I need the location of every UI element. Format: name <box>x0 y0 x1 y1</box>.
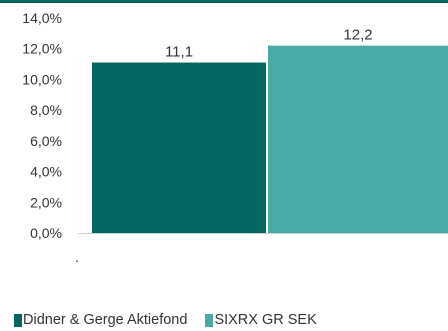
bar-series-1 <box>92 62 266 234</box>
bar-series-2 <box>268 45 448 234</box>
data-label-series-1: 11,1 <box>165 44 193 61</box>
legend: Didner & Gerge Aktiefond SIXRX GR SEK <box>14 311 335 329</box>
y-tick-label: 0,0% <box>30 225 62 241</box>
legend-label-series-1: Didner & Gerge Aktiefond <box>23 312 188 328</box>
x-tick-label: . <box>75 249 79 265</box>
y-tick-label: 12,0% <box>22 41 62 57</box>
legend-item-series-1: Didner & Gerge Aktiefond <box>14 312 187 328</box>
legend-swatch-series-2 <box>205 313 214 327</box>
top-rule <box>0 0 448 3</box>
y-tick-label: 6,0% <box>30 133 62 149</box>
data-label-series-2: 12,2 <box>343 27 372 44</box>
legend-label-series-2: SIXRX GR SEK <box>214 312 317 328</box>
y-tick-label: 8,0% <box>30 102 62 118</box>
y-tick-label: 4,0% <box>30 164 62 180</box>
y-tick-label: 10,0% <box>22 71 62 87</box>
y-tick-label: 14,0% <box>22 10 62 26</box>
y-tick-label: 2,0% <box>30 194 62 210</box>
legend-item-series-2: SIXRX GR SEK <box>205 312 317 328</box>
legend-swatch-series-1 <box>14 313 22 327</box>
